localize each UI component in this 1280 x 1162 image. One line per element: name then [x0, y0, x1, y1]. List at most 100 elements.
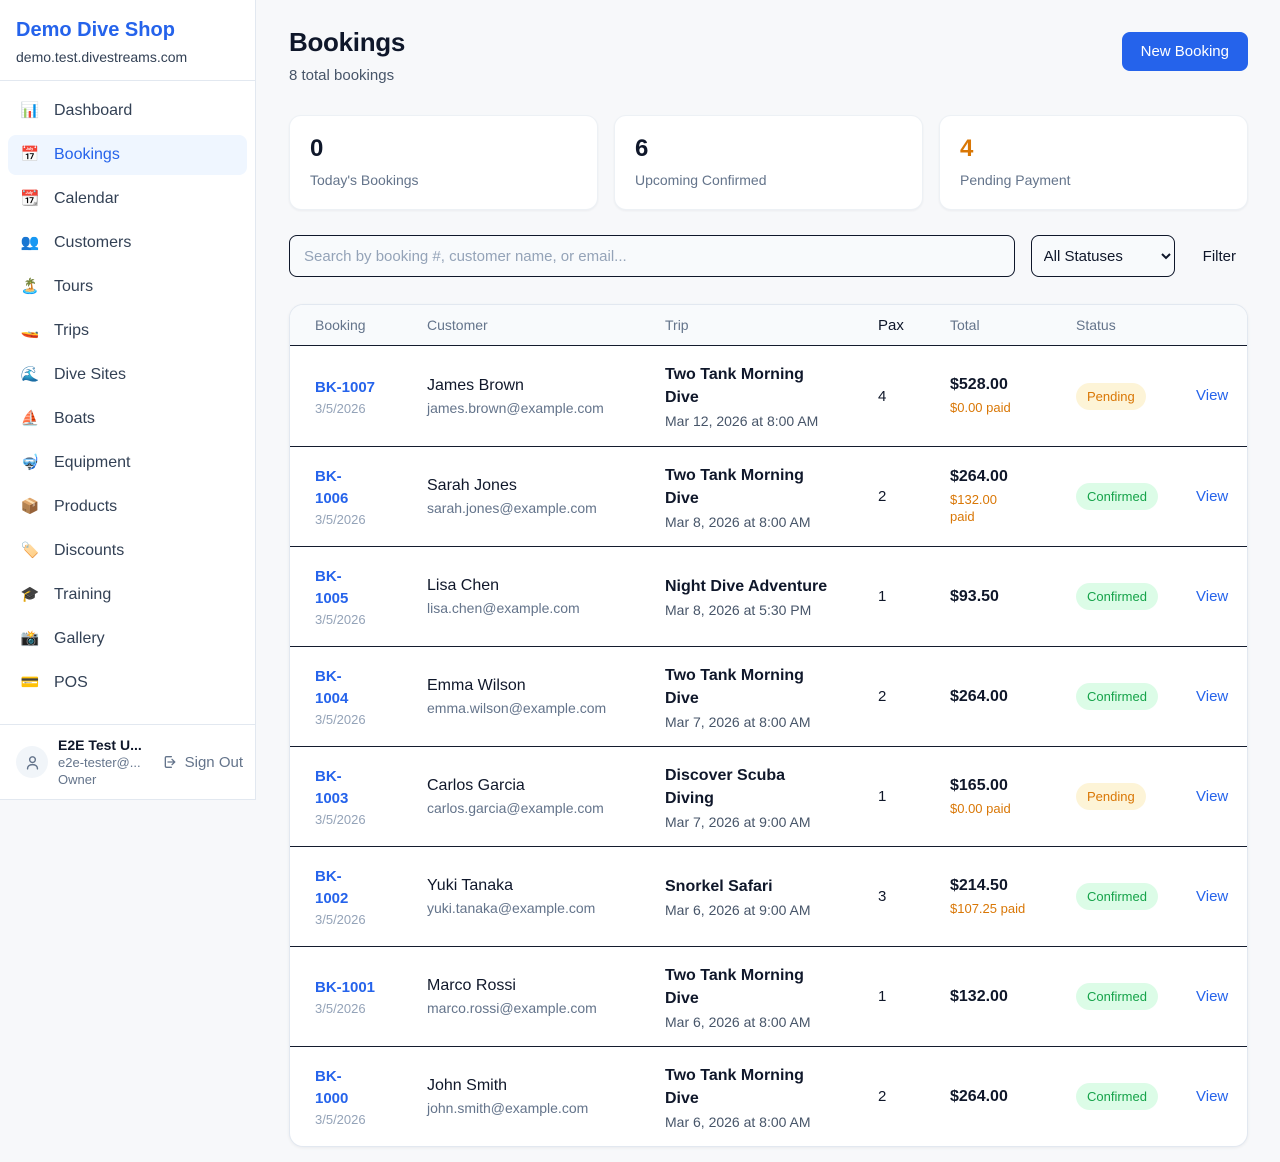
paid-amount: $0.00 paid — [950, 400, 1011, 415]
sidebar-item-label: Calendar — [54, 190, 119, 207]
view-link[interactable]: View — [1196, 687, 1229, 705]
page-title: Bookings — [289, 27, 406, 57]
booking-id-link[interactable]: BK- 1002 — [315, 868, 349, 907]
stat-value: 0 — [310, 135, 324, 162]
stat-label: Upcoming Confirmed — [635, 172, 767, 188]
status-filter-select[interactable]: All Statuses — [1030, 235, 1175, 277]
sidebar-item-label: Equipment — [54, 454, 131, 471]
booking-id-link[interactable]: BK-1001 — [315, 979, 376, 996]
table-row: BK- 1005 3/5/2026 Lisa Chen lisa.chen@ex… — [290, 546, 1247, 646]
booking-date: 3/5/2026 — [315, 512, 366, 527]
total-amount: $93.50 — [950, 587, 999, 605]
column-header-customer: Customer — [427, 317, 488, 333]
customer-name: Emma Wilson — [427, 677, 526, 694]
customer-email: sarah.jones@example.com — [427, 500, 597, 516]
customer-email: marco.rossi@example.com — [427, 1000, 597, 1016]
sidebar-item-label: Discounts — [54, 542, 125, 559]
customer-email: carlos.garcia@example.com — [427, 800, 604, 816]
tours-icon: 🏝️ — [20, 278, 40, 295]
trip-time: Mar 7, 2026 at 8:00 AM — [665, 713, 811, 730]
sidebar-item-bookings[interactable]: 📅 Bookings — [8, 135, 247, 175]
sidebar-item-boats[interactable]: ⛵ Boats — [8, 399, 247, 439]
view-link[interactable]: View — [1196, 487, 1229, 505]
sidebar-item-training[interactable]: 🎓 Training — [8, 575, 247, 615]
view-link[interactable]: View — [1196, 887, 1229, 905]
paid-amount: $132.00 paid — [950, 492, 997, 524]
table-row: BK- 1002 3/5/2026 Yuki Tanaka yuki.tanak… — [290, 846, 1247, 946]
table-body: BK-1007 3/5/2026 James Brown james.brown… — [290, 346, 1247, 1146]
booking-id-link[interactable]: BK- 1000 — [315, 1068, 349, 1107]
table-row: BK-1007 3/5/2026 James Brown james.brown… — [290, 346, 1247, 446]
booking-id-link[interactable]: BK- 1004 — [315, 668, 349, 707]
sidebar-item-dashboard[interactable]: 📊 Dashboard — [8, 91, 247, 131]
booking-id-link[interactable]: BK- 1006 — [315, 468, 349, 507]
sidebar-item-discounts[interactable]: 🏷️ Discounts — [8, 531, 247, 571]
customer-name: John Smith — [427, 1077, 508, 1094]
pax-count: 1 — [878, 788, 887, 805]
column-header-status: Status — [1076, 317, 1116, 333]
status-badge: Pending — [1076, 382, 1146, 410]
sidebar-item-label: Bookings — [54, 146, 120, 163]
user-name: E2E Test U... — [58, 737, 142, 753]
sign-out-button[interactable]: Sign Out — [162, 754, 243, 771]
pax-count: 2 — [878, 688, 887, 705]
bookings-table: Booking Customer Trip Pax Total Status B… — [289, 304, 1248, 1147]
view-link[interactable]: View — [1196, 387, 1229, 404]
gallery-icon: 📸 — [20, 630, 40, 647]
sidebar-item-calendar[interactable]: 📆 Calendar — [8, 179, 247, 219]
pax-count: 2 — [878, 1088, 887, 1105]
trip-name: Night Dive Adventure — [665, 578, 828, 595]
sign-out-label: Sign Out — [184, 753, 243, 771]
total-amount: $132.00 — [950, 987, 1008, 1005]
customer-name: Marco Rossi — [427, 977, 516, 994]
sidebar: Demo Dive Shop demo.test.divestreams.com… — [0, 0, 256, 800]
view-link[interactable]: View — [1196, 787, 1229, 805]
sidebar-item-label: Customers — [54, 234, 132, 251]
sidebar-item-products[interactable]: 📦 Products — [8, 487, 247, 527]
sidebar-item-pos[interactable]: 💳 POS — [8, 663, 247, 703]
trip-time: Mar 12, 2026 at 8:00 AM — [665, 413, 819, 429]
customer-email: james.brown@example.com — [427, 399, 604, 416]
stat-cards: 0 Today's Bookings 6 Upcoming Confirmed … — [289, 115, 1248, 210]
total-amount: $264.00 — [950, 1087, 1008, 1105]
view-link[interactable]: View — [1196, 987, 1229, 1005]
search-input[interactable] — [289, 235, 1015, 277]
booking-id-link[interactable]: BK-1007 — [315, 378, 376, 396]
sidebar-item-label: Dashboard — [54, 102, 133, 119]
status-badge: Confirmed — [1076, 883, 1158, 910]
stat-label: Today's Bookings — [310, 172, 419, 188]
view-link[interactable]: View — [1196, 1087, 1229, 1105]
sidebar-item-trips[interactable]: 🚤 Trips — [8, 311, 247, 351]
sidebar-item-tours[interactable]: 🏝️ Tours — [8, 267, 247, 307]
stat-label: Pending Payment — [960, 172, 1071, 188]
status-badge: Confirmed — [1076, 583, 1158, 610]
sidebar-header: Demo Dive Shop demo.test.divestreams.com — [0, 0, 255, 81]
sidebar-item-dive-sites[interactable]: 🌊 Dive Sites — [8, 355, 247, 395]
sidebar-item-customers[interactable]: 👥 Customers — [8, 223, 247, 263]
trip-time: Mar 6, 2026 at 9:00 AM — [665, 902, 811, 918]
sidebar-item-label: Trips — [54, 322, 89, 339]
customer-name: James Brown — [427, 376, 524, 394]
sidebar-item-label: Gallery — [54, 630, 105, 647]
sidebar-item-gallery[interactable]: 📸 Gallery — [8, 619, 247, 659]
customers-icon: 👥 — [20, 234, 40, 251]
new-booking-button[interactable]: New Booking — [1121, 32, 1248, 71]
user-info: E2E Test U... e2e-tester@... Owner — [58, 737, 152, 787]
paid-amount: $107.25 paid — [950, 900, 1026, 916]
total-amount: $264.00 — [950, 687, 1008, 705]
filter-row: All Statuses Filter — [289, 235, 1248, 277]
sidebar-item-equipment[interactable]: 🤿 Equipment — [8, 443, 247, 483]
view-link[interactable]: View — [1196, 587, 1229, 605]
trip-name: Two Tank Morning Dive — [665, 1066, 804, 1107]
customer-email: emma.wilson@example.com — [427, 700, 607, 716]
booking-id-link[interactable]: BK- 1003 — [315, 768, 349, 807]
pax-count: 2 — [878, 488, 887, 505]
pax-count: 1 — [878, 988, 887, 1005]
customer-name: Lisa Chen — [427, 577, 500, 594]
booking-id-link[interactable]: BK- 1005 — [315, 568, 349, 607]
filter-button[interactable]: Filter — [1191, 248, 1248, 265]
trip-name: Two Tank Morning Dive — [665, 966, 804, 1007]
column-header-trip: Trip — [665, 317, 689, 333]
trip-name: Two Tank Morning Dive — [665, 666, 804, 707]
pax-count: 3 — [878, 888, 887, 905]
